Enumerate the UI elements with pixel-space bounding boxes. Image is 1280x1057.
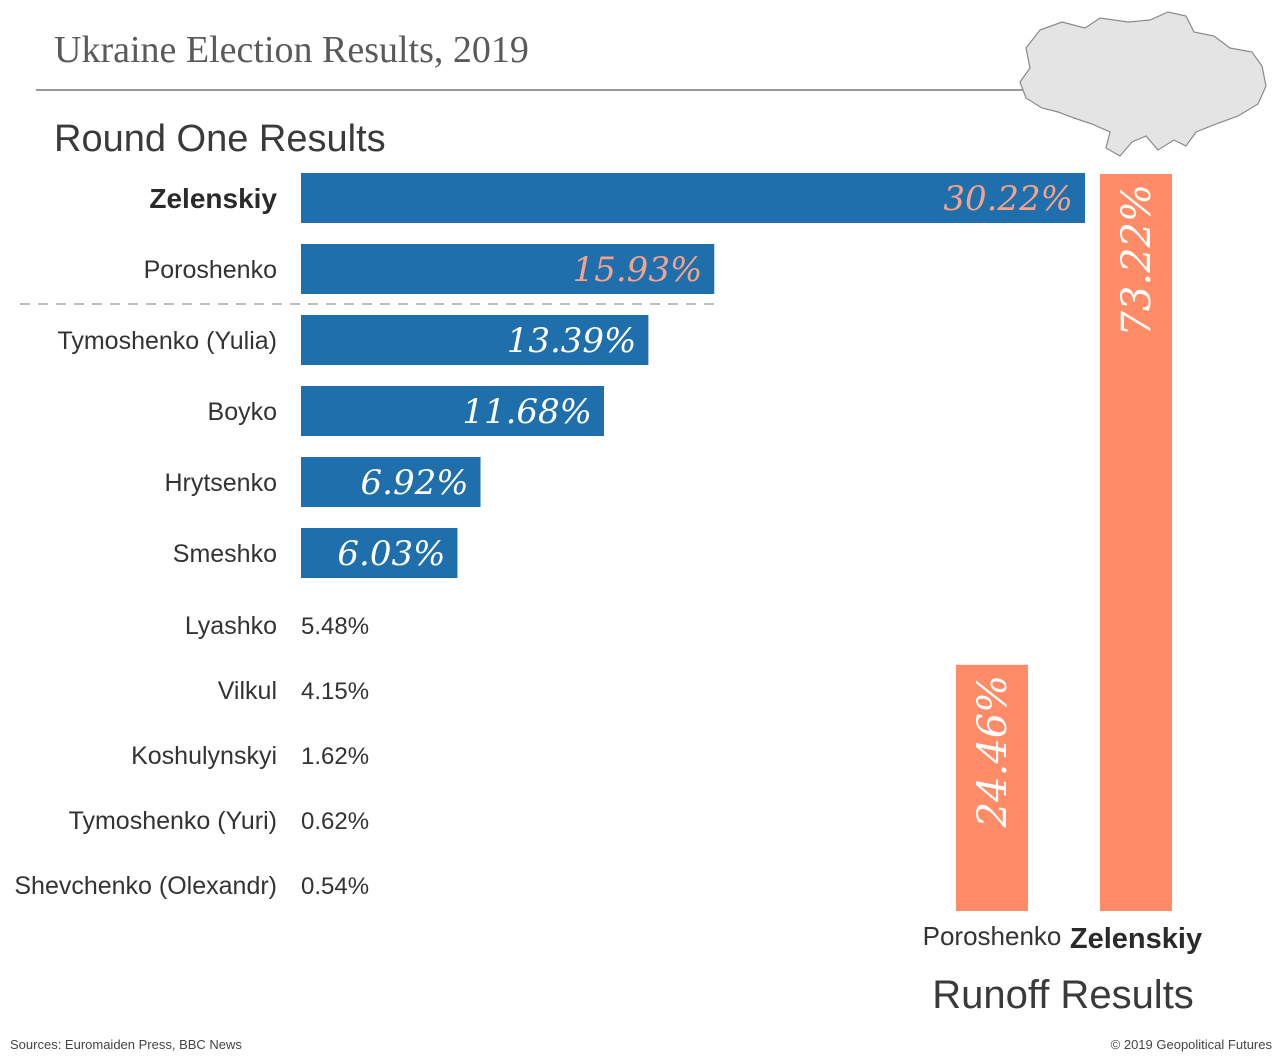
value-label-tymoshenko-yulia: 13.39% — [507, 321, 637, 361]
value-label-vilkul: 4.15% — [301, 678, 369, 705]
value-label-boyko: 11.68% — [462, 392, 592, 432]
category-label-zelenskiy: Zelenskiy — [149, 183, 277, 214]
value-label-poroshenko: 15.93% — [573, 250, 703, 290]
category-label-tymoshenko-yuri: Tymoshenko (Yuri) — [69, 807, 277, 835]
bar-tymoshenko-yulia — [301, 315, 649, 365]
category-label-koshulynskyi: Koshulynskyi — [131, 742, 277, 770]
runoff-value-label-zelenskiy: 73.22% — [1114, 184, 1160, 337]
value-label-hrytsenko: 6.92% — [361, 463, 469, 503]
runoff-category-label-zelenskiy: Zelenskiy — [1070, 923, 1202, 955]
bar-smeshko — [301, 528, 458, 578]
value-label-lyashko: 5.48% — [301, 613, 369, 640]
category-label-smeshko: Smeshko — [173, 540, 277, 568]
value-label-koshulynskyi: 1.62% — [301, 743, 369, 770]
value-label-tymoshenko-yuri: 0.62% — [301, 808, 369, 835]
round-one-bars: Zelenskiy 30.22% Poroshenko 15.93% Tymoshenk… — [14, 173, 1085, 900]
value-label-shevchenko-olexandr: 0.54% — [301, 873, 369, 900]
copyright-note: © 2019 Geopolitical Futures — [1111, 1037, 1273, 1052]
runoff-bar-poroshenko — [956, 664, 1028, 911]
category-label-poroshenko: Poroshenko — [144, 256, 277, 284]
ukraine-map-icon — [1019, 11, 1267, 157]
bar-hrytsenko — [301, 457, 481, 507]
bar-poroshenko — [301, 244, 715, 294]
bar-boyko — [301, 386, 605, 436]
category-label-vilkul: Vilkul — [218, 677, 277, 705]
category-label-lyashko: Lyashko — [185, 612, 277, 640]
category-label-hrytsenko: Hrytsenko — [164, 469, 277, 497]
runoff-bars: 24.46% Poroshenko 73.22% Zelenskiy — [923, 174, 1202, 955]
round-one-title: Round One Results — [54, 118, 386, 160]
runoff-value-label-poroshenko: 24.46% — [970, 675, 1016, 829]
sources-note: Sources: Euromaiden Press, BBC News — [10, 1037, 242, 1052]
value-label-zelenskiy: 30.22% — [943, 179, 1073, 219]
runoff-title: Runoff Results — [932, 973, 1194, 1017]
category-label-boyko: Boyko — [208, 398, 277, 426]
bar-zelenskiy — [301, 173, 1085, 223]
runoff-bar-zelenskiy — [1100, 174, 1172, 911]
category-label-shevchenko-olexandr: Shevchenko (Olexandr) — [14, 872, 277, 900]
runoff-category-label-poroshenko: Poroshenko — [923, 921, 1062, 951]
page-title: Ukraine Election Results, 2019 — [54, 29, 529, 71]
value-label-smeshko: 6.03% — [337, 534, 445, 574]
category-label-tymoshenko-yulia: Tymoshenko (Yulia) — [57, 327, 277, 355]
